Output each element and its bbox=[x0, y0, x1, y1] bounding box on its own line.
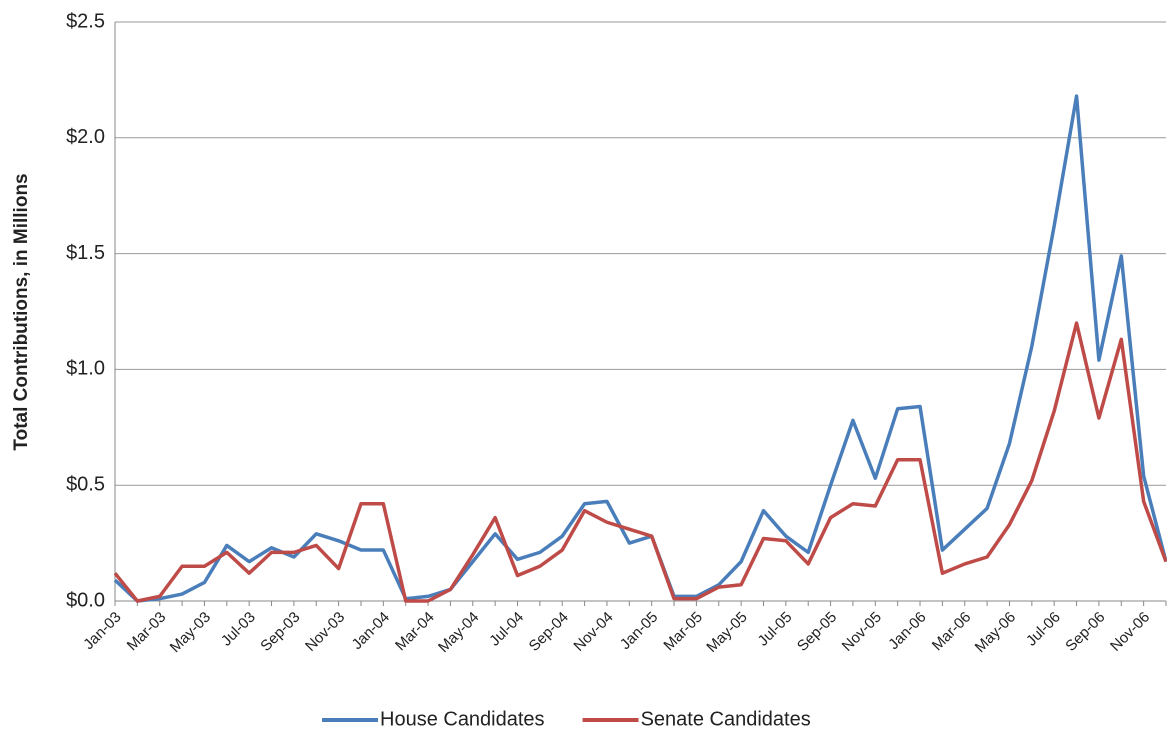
x-tick-label: Jul-04 bbox=[486, 609, 527, 650]
x-tick-label: Nov-03 bbox=[302, 609, 348, 655]
y-tick-label: $2.0 bbox=[66, 126, 105, 148]
x-tick-label: Jan-06 bbox=[885, 609, 929, 653]
x-tick-label: Jul-05 bbox=[755, 609, 796, 650]
x-tick-label: Nov-06 bbox=[1107, 609, 1153, 655]
x-tick-label: Mar-03 bbox=[124, 609, 170, 655]
x-tick-label: Sep-04 bbox=[526, 609, 572, 655]
x-tick-label: Sep-06 bbox=[1062, 609, 1108, 655]
x-tick-label: Sep-05 bbox=[794, 609, 840, 655]
x-tick-label: Mar-06 bbox=[929, 609, 975, 655]
x-tick-label: Sep-03 bbox=[257, 609, 303, 655]
x-tick-label: Mar-05 bbox=[660, 609, 706, 655]
x-tick-label: Jan-04 bbox=[349, 609, 393, 653]
x-tick-label: May-05 bbox=[703, 609, 750, 656]
x-tick-label: Mar-04 bbox=[392, 609, 438, 655]
y-tick-label: $1.0 bbox=[66, 358, 105, 380]
x-tick-label: Nov-05 bbox=[839, 609, 885, 655]
x-tick-label: May-04 bbox=[435, 609, 482, 656]
x-tick-label: May-06 bbox=[972, 609, 1019, 656]
x-tick-label: Nov-04 bbox=[570, 609, 616, 655]
y-tick-label: $2.5 bbox=[66, 10, 105, 32]
y-axis-label: Total Contributions, in Millions bbox=[11, 173, 32, 450]
x-tick-label: Jan-03 bbox=[80, 609, 124, 653]
y-tick-label: $0.0 bbox=[66, 589, 105, 611]
x-tick-label: Jul-03 bbox=[218, 609, 259, 650]
y-tick-label: $1.5 bbox=[66, 242, 105, 264]
legend-label: Senate Candidates bbox=[641, 708, 811, 730]
x-tick-label: Jul-06 bbox=[1023, 609, 1064, 650]
x-tick-label: Jan-05 bbox=[617, 609, 661, 653]
series-line bbox=[113, 321, 1167, 603]
y-tick-label: $0.5 bbox=[66, 473, 105, 495]
legend-label: House Candidates bbox=[380, 708, 545, 730]
series-line bbox=[113, 94, 1167, 603]
x-tick-label: May-03 bbox=[167, 609, 214, 656]
